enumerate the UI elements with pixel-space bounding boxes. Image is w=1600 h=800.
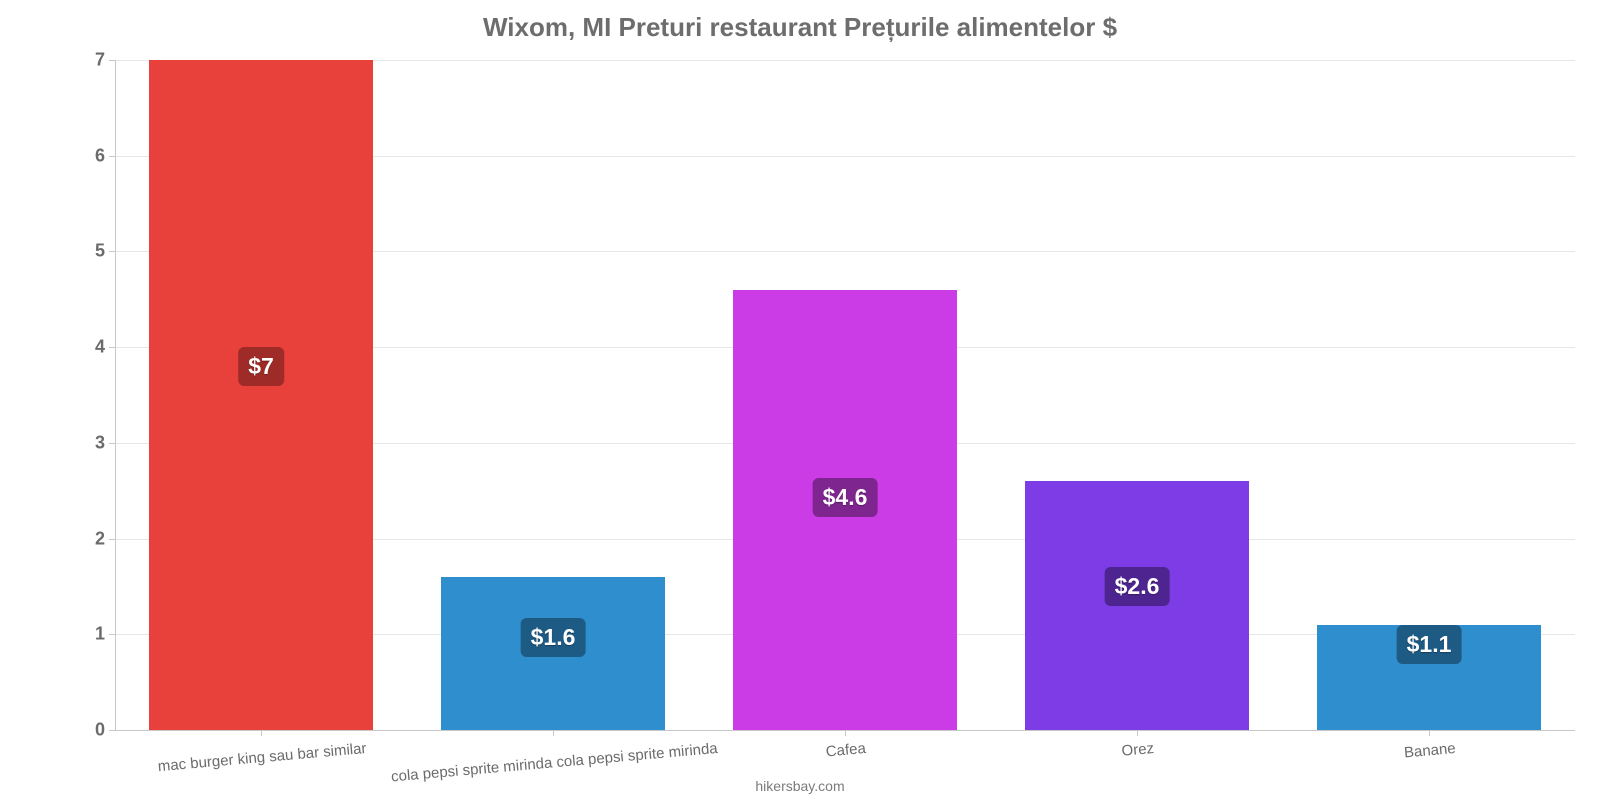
bar-value-label: $1.1	[1397, 625, 1462, 664]
x-tick-mark	[845, 730, 846, 736]
y-axis	[115, 60, 116, 730]
bar-value-label: $2.6	[1105, 567, 1170, 606]
x-tick-mark	[1137, 730, 1138, 736]
bar-value-label: $7	[238, 347, 284, 386]
bar-value-label: $1.6	[521, 618, 586, 657]
bar-value-label: $4.6	[813, 478, 878, 517]
x-category-label: Banane	[1403, 740, 1456, 761]
chart-attribution: hikersbay.com	[0, 778, 1600, 794]
chart-container: Wixom, MI Preturi restaurant Prețurile a…	[0, 0, 1600, 800]
plot-area: 01234567$7mac burger king sau bar simila…	[115, 60, 1575, 730]
x-category-label: Cafea	[825, 740, 866, 760]
chart-title: Wixom, MI Preturi restaurant Prețurile a…	[0, 12, 1600, 43]
bar	[149, 60, 374, 730]
x-category-label: mac burger king sau bar similar	[157, 740, 367, 775]
x-tick-mark	[553, 730, 554, 736]
x-tick-mark	[1429, 730, 1430, 736]
x-tick-mark	[261, 730, 262, 736]
x-category-label: Orez	[1121, 740, 1155, 760]
